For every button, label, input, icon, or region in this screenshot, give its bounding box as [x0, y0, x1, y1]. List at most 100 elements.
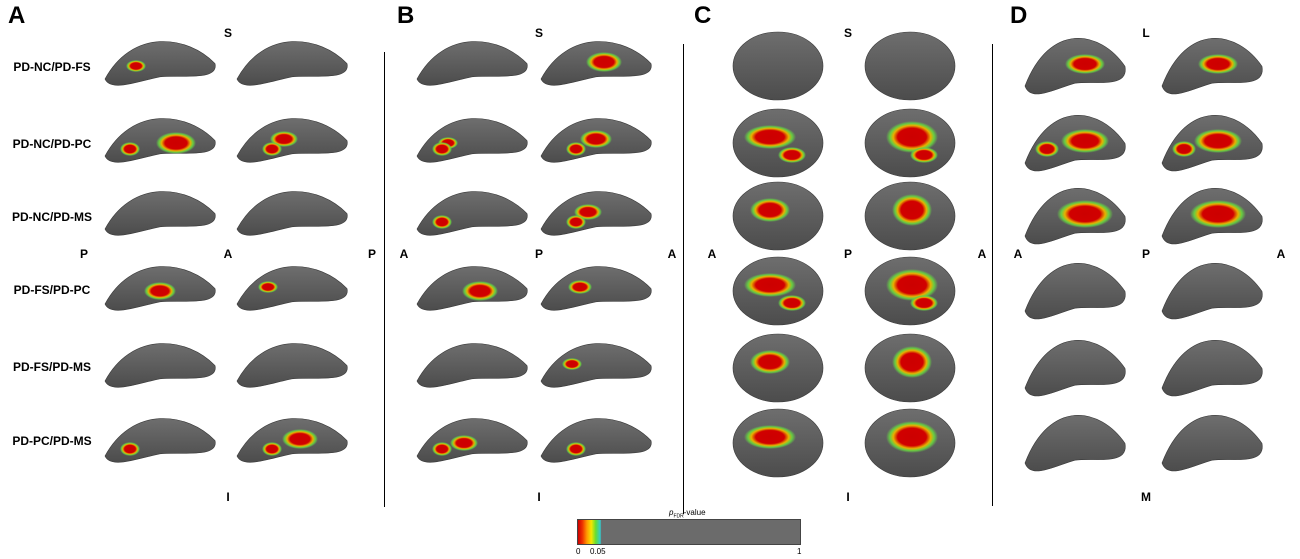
significance-blob — [892, 346, 932, 378]
row-label-2: PD-NC/PD-PC — [12, 137, 92, 151]
surface-shape — [1024, 339, 1126, 397]
colorbar-title-sub: FDR — [673, 513, 684, 520]
surface-shape — [540, 343, 652, 388]
surface-c-r2-c1 — [732, 108, 824, 178]
surface-b-r4-c2 — [540, 266, 652, 311]
surface-shape — [1024, 262, 1126, 320]
surface-shape — [416, 343, 528, 388]
significance-blob — [432, 215, 452, 229]
divider-ab — [384, 52, 385, 507]
surface-a-r1-c2 — [236, 41, 348, 86]
surface-b-r3-c1 — [416, 191, 528, 236]
colorbar-title-suffix: -value — [683, 508, 706, 517]
significance-blob — [566, 142, 586, 156]
surface-shape — [104, 343, 216, 388]
significance-blob — [886, 421, 938, 453]
significance-blob — [886, 269, 938, 301]
surface-c-r5-c2 — [864, 333, 956, 403]
surface-c-r5-c1 — [732, 333, 824, 403]
surface-d-r5-c1 — [1024, 339, 1126, 397]
surface-a-r2-c2 — [236, 118, 348, 163]
orient-a-far-right: P — [367, 247, 377, 261]
significance-blob — [1190, 200, 1246, 228]
significance-blob — [156, 132, 196, 154]
significance-blob — [262, 142, 282, 156]
significance-blob — [586, 52, 622, 72]
significance-blob — [144, 282, 176, 300]
surface-shape — [1161, 262, 1263, 320]
significance-blob — [462, 281, 498, 301]
row-label-1: PD-NC/PD-FS — [13, 60, 91, 74]
surface-d-r2-c1 — [1024, 114, 1126, 172]
colorbar-tick-0: 0 — [576, 547, 581, 556]
orient-b-right: A — [667, 247, 677, 261]
significance-blob — [432, 442, 452, 456]
surface-d-r5-c2 — [1161, 339, 1263, 397]
orient-d-bottom: M — [1141, 490, 1151, 504]
surface-shape — [416, 41, 528, 86]
panel-letter-b: B — [397, 2, 415, 29]
orient-b-top: S — [534, 26, 544, 40]
surface-shape — [104, 41, 216, 86]
significance-blob — [1035, 141, 1059, 157]
orient-b-left: A — [399, 247, 409, 261]
surface-d-r4-c1 — [1024, 262, 1126, 320]
surface-shape — [416, 191, 528, 236]
significance-blob — [120, 442, 140, 456]
orient-d-left: A — [1013, 247, 1023, 261]
significance-blob — [778, 147, 806, 163]
surface-d-r2-c2 — [1161, 114, 1263, 172]
panel-letter-a: A — [8, 2, 26, 29]
surface-shape — [236, 41, 348, 86]
orient-a-top: S — [223, 26, 233, 40]
surface-c-r3-c1 — [732, 181, 824, 251]
significance-blob — [750, 198, 790, 222]
significance-blob — [886, 121, 938, 153]
significance-blob — [1172, 141, 1196, 157]
surface-a-r3-c2 — [236, 191, 348, 236]
orient-a-bottom: I — [226, 490, 230, 504]
significance-blob — [262, 442, 282, 456]
surface-shape — [236, 191, 348, 236]
surface-d-r6-c2 — [1161, 414, 1263, 472]
surface-b-r1-c2 — [540, 41, 652, 86]
surface-a-r4-c1 — [104, 266, 216, 311]
surface-shape — [540, 266, 652, 311]
surface-a-r5-c1 — [104, 343, 216, 388]
significance-blob — [1061, 129, 1109, 153]
surface-shape — [1161, 414, 1263, 472]
significance-blob — [1198, 54, 1238, 74]
significance-blob — [562, 358, 582, 370]
surface-shape — [236, 266, 348, 311]
panel-letter-d: D — [1010, 2, 1028, 29]
surface-a-r6-c2 — [236, 418, 348, 463]
surface-a-r1-c1 — [104, 41, 216, 86]
surface-a-r5-c2 — [236, 343, 348, 388]
surface-shape — [1161, 339, 1263, 397]
surface-a-r2-c1 — [104, 118, 216, 163]
colorbar-tick-1: 1 — [797, 547, 802, 556]
significance-blob — [910, 147, 938, 163]
surface-shape — [864, 31, 956, 101]
surface-b-r2-c1 — [416, 118, 528, 163]
significance-blob — [744, 273, 796, 297]
orient-c-right: A — [977, 247, 987, 261]
surface-b-r5-c1 — [416, 343, 528, 388]
orient-d-right: A — [1276, 247, 1286, 261]
surface-c-r4-c2 — [864, 256, 956, 326]
row-label-3: PD-NC/PD-MS — [12, 210, 92, 224]
surface-shape — [1024, 414, 1126, 472]
surface-c-r6-c1 — [732, 408, 824, 478]
significance-blob — [126, 60, 146, 72]
surface-shape — [104, 418, 216, 463]
divider-cd — [992, 44, 993, 506]
orient-c-top: S — [843, 26, 853, 40]
surface-b-r6-c2 — [540, 418, 652, 463]
significance-blob — [910, 295, 938, 311]
orient-a-right: A — [223, 247, 233, 261]
orient-d-top: L — [1142, 26, 1150, 40]
row-label-5: PD-FS/PD-MS — [13, 360, 91, 374]
significance-blob — [566, 442, 586, 456]
surface-d-r1-c2 — [1161, 37, 1263, 95]
surface-shape — [732, 31, 824, 101]
